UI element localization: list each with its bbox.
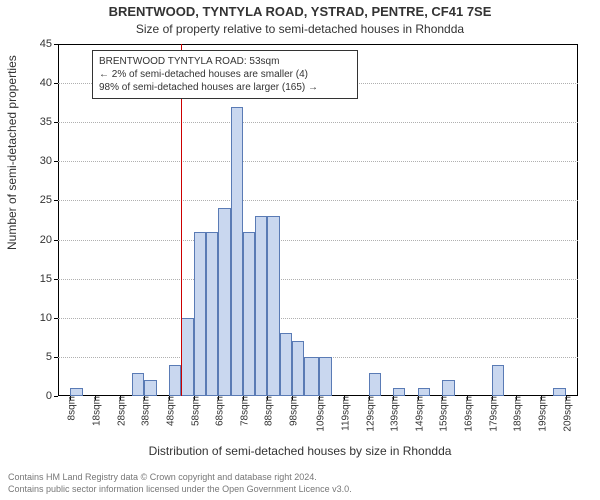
histogram-bar [492, 365, 504, 396]
histogram-bar [280, 333, 292, 396]
x-tick-label: 88sqm [260, 396, 275, 426]
y-axis-label: Number of semi-detached properties [5, 55, 19, 250]
gridline [58, 161, 578, 162]
x-tick-label: 159sqm [435, 396, 450, 432]
histogram-bar [181, 318, 193, 396]
chart-title-main: BRENTWOOD, TYNTYLA ROAD, YSTRAD, PENTRE,… [0, 4, 600, 19]
annotation-line-1: BRENTWOOD TYNTYLA ROAD: 53sqm [99, 55, 351, 68]
x-tick-label: 109sqm [312, 396, 327, 432]
histogram-bar [369, 373, 381, 396]
y-tick-label: 25 [40, 194, 58, 206]
x-tick-label: 28sqm [112, 396, 127, 426]
x-tick-label: 119sqm [336, 396, 351, 431]
y-tick-label: 30 [40, 155, 58, 167]
histogram-bar [169, 365, 181, 396]
x-tick-label: 58sqm [186, 396, 201, 426]
x-tick-label: 179sqm [484, 396, 499, 432]
histogram-bar [194, 232, 206, 396]
histogram-bar [418, 388, 430, 396]
y-tick-label: 35 [40, 116, 58, 128]
x-tick-label: 209sqm [558, 396, 573, 432]
gridline [58, 200, 578, 201]
x-tick-label: 199sqm [534, 396, 549, 432]
x-tick-label: 169sqm [460, 396, 475, 432]
histogram-bar [393, 388, 405, 396]
x-tick-label: 139sqm [386, 396, 401, 432]
gridline [58, 122, 578, 123]
y-tick-label: 40 [40, 77, 58, 89]
histogram-bar [243, 232, 255, 396]
y-tick-label: 0 [46, 390, 58, 402]
histogram-bar [231, 107, 243, 396]
x-tick-label: 78sqm [235, 396, 250, 426]
x-tick-label: 98sqm [285, 396, 300, 426]
y-tick-label: 45 [40, 38, 58, 50]
histogram-bar [292, 341, 304, 396]
footer-line-2: Contains public sector information licen… [8, 484, 592, 496]
histogram-bar [442, 380, 454, 396]
x-axis-label: Distribution of semi-detached houses by … [0, 444, 600, 458]
x-tick-label: 129sqm [361, 396, 376, 432]
gridline [58, 279, 578, 280]
annotation-box: BRENTWOOD TYNTYLA ROAD: 53sqm ← 2% of se… [92, 50, 358, 99]
x-tick-label: 8sqm [63, 396, 78, 420]
histogram-bar [144, 380, 156, 396]
x-tick-label: 18sqm [87, 396, 102, 426]
histogram-bar [267, 216, 279, 396]
footer-line-1: Contains HM Land Registry data © Crown c… [8, 472, 592, 484]
histogram-bar [132, 373, 144, 396]
x-tick-label: 68sqm [211, 396, 226, 426]
x-tick-label: 38sqm [137, 396, 152, 426]
annotation-line-3: 98% of semi-detached houses are larger (… [99, 81, 351, 94]
y-tick-label: 15 [40, 273, 58, 285]
histogram-bar [218, 208, 230, 396]
annotation-line-2: ← 2% of semi-detached houses are smaller… [99, 68, 351, 81]
x-tick-label: 48sqm [161, 396, 176, 426]
histogram-bar [304, 357, 319, 396]
chart-title-sub: Size of property relative to semi-detach… [0, 22, 600, 36]
footer-attribution: Contains HM Land Registry data © Crown c… [8, 472, 592, 495]
gridline [58, 318, 578, 319]
y-tick-label: 10 [40, 312, 58, 324]
histogram-bar [319, 357, 331, 396]
histogram-bar [206, 232, 218, 396]
y-tick-label: 20 [40, 234, 58, 246]
x-tick-label: 189sqm [509, 396, 524, 432]
y-tick-label: 5 [46, 351, 58, 363]
x-tick-label: 149sqm [410, 396, 425, 432]
gridline [58, 240, 578, 241]
histogram-bar [70, 388, 82, 396]
histogram-bar [255, 216, 267, 396]
figure: BRENTWOOD, TYNTYLA ROAD, YSTRAD, PENTRE,… [0, 0, 600, 500]
histogram-bar [553, 388, 565, 396]
